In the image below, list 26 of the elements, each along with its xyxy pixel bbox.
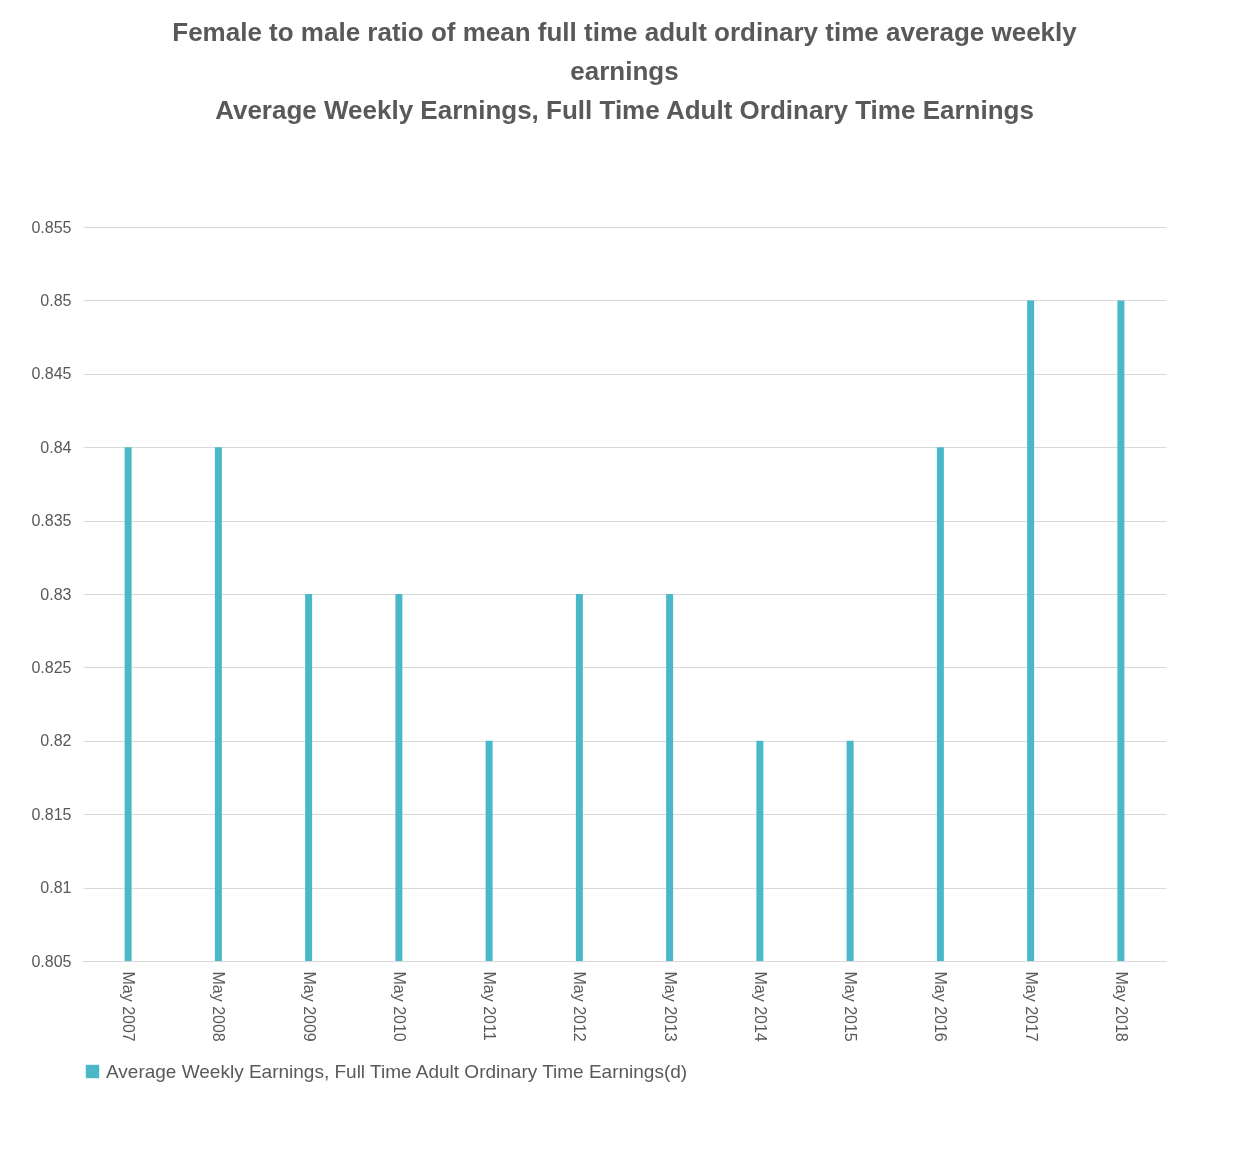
y-tick-label: 0.815 (31, 805, 72, 823)
x-tick-label: May 2011 (481, 971, 499, 1041)
y-tick-label: 0.81 (40, 879, 72, 897)
y-tick-label: 0.83 (40, 585, 72, 603)
y-tick-label: 0.85 (40, 291, 72, 309)
x-tick-label: May 2017 (1022, 971, 1040, 1042)
chart-subtitle: Average Weekly Earnings, Full Time Adult Ordinary Time Earnings (215, 95, 1034, 125)
y-tick-label: 0.84 (40, 438, 72, 456)
x-tick-label: May 2008 (210, 971, 228, 1042)
x-tick-label: May 2012 (571, 971, 589, 1042)
y-tick-label: 0.845 (31, 365, 72, 383)
x-tick-label: May 2010 (390, 971, 408, 1042)
x-tick-label: May 2016 (932, 971, 950, 1042)
x-tick-label: May 2018 (1112, 971, 1130, 1042)
x-tick-label: May 2013 (661, 971, 679, 1042)
x-tick-label: May 2007 (120, 971, 138, 1042)
x-tick-label: May 2009 (300, 971, 318, 1042)
legend-label: Average Weekly Earnings, Full Time Adult Ordinary Time Earnings(d) (106, 1060, 688, 1082)
x-tick-label: May 2014 (751, 971, 769, 1042)
y-tick-label: 0.835 (31, 512, 72, 530)
y-tick-label: 0.805 (31, 952, 72, 970)
y-tick-label: 0.825 (31, 658, 72, 676)
y-tick-label: 0.82 (40, 732, 72, 750)
chart-title: Female to male ratio of mean full time adult ordinary time average weekly earnings (172, 17, 1078, 86)
x-tick-label: May 2015 (842, 971, 860, 1042)
y-tick-label: 0.855 (31, 218, 72, 236)
